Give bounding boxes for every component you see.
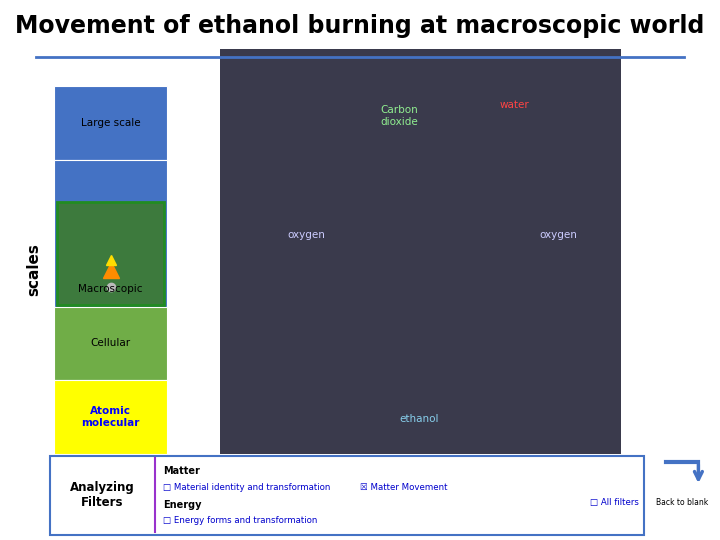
Text: Macroscopic: Macroscopic <box>78 284 143 294</box>
Text: Atomic
molecular: Atomic molecular <box>81 406 140 428</box>
Text: ethanol: ethanol <box>400 414 438 423</box>
Bar <box>54 160 167 307</box>
Text: Cellular: Cellular <box>91 339 130 348</box>
Text: Large scale: Large scale <box>81 118 140 128</box>
Bar <box>54 86 167 160</box>
Text: Matter: Matter <box>163 466 200 476</box>
Text: oxygen: oxygen <box>287 230 325 240</box>
Bar <box>57 202 164 305</box>
Bar <box>54 307 167 380</box>
Text: Back to blank: Back to blank <box>657 498 708 508</box>
Text: ☒ Matter Movement: ☒ Matter Movement <box>360 483 448 492</box>
Text: Movement of ethanol burning at macroscopic world: Movement of ethanol burning at macroscop… <box>15 14 705 37</box>
Text: water: water <box>500 100 530 110</box>
Text: □ Energy forms and transformation: □ Energy forms and transformation <box>163 516 318 525</box>
Text: scales: scales <box>27 244 41 296</box>
Bar <box>220 49 621 454</box>
Text: oxygen: oxygen <box>539 230 577 240</box>
Text: □ Material identity and transformation: □ Material identity and transformation <box>163 483 330 492</box>
Text: □ All filters: □ All filters <box>590 498 639 508</box>
Bar <box>50 456 644 535</box>
Text: Carbon
dioxide: Carbon dioxide <box>381 105 418 127</box>
Bar <box>54 380 167 454</box>
Text: Energy: Energy <box>163 500 202 510</box>
Text: Analyzing
Filters: Analyzing Filters <box>71 482 135 509</box>
